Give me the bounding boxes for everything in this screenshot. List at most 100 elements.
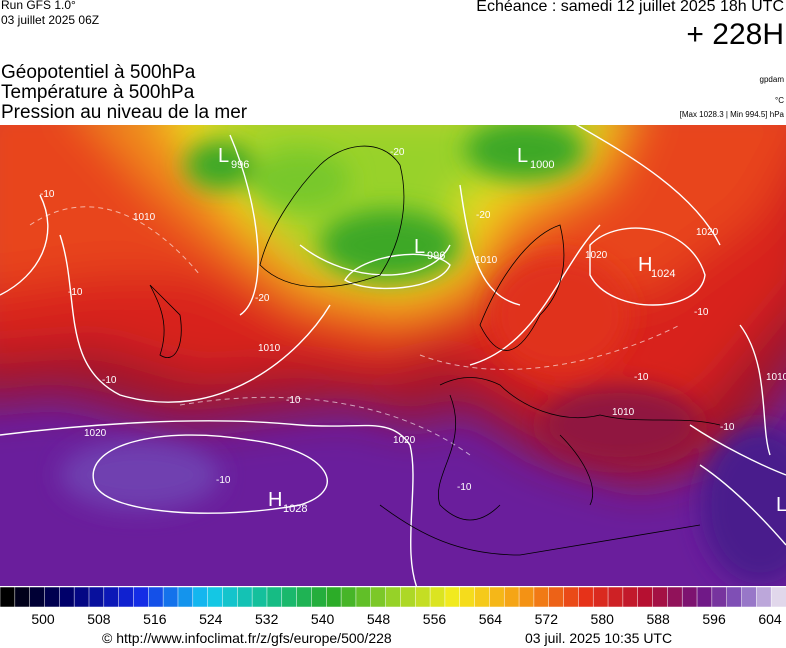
colorbar-swatch: [741, 586, 758, 608]
contour-label: -10: [40, 189, 55, 200]
contour-label: 1010: [475, 255, 498, 266]
colorbar-swatch: [88, 586, 105, 608]
colorbar-label: 516: [143, 611, 167, 627]
colorbar-swatch: [533, 586, 550, 608]
colorbar-label: 580: [591, 611, 615, 627]
colorbar-swatch: [667, 586, 683, 608]
colorbar-swatch: [370, 586, 387, 608]
colorbar-swatch: [548, 586, 565, 608]
colorbar-swatch: [44, 586, 61, 608]
contour-label: -10: [216, 475, 231, 486]
colorbar-swatch: [563, 586, 580, 608]
colorbar-swatch: [726, 586, 743, 608]
center-value: 996: [427, 250, 445, 262]
colorbar-swatch: [592, 586, 609, 608]
colorbar-label: 532: [255, 611, 279, 627]
colorbar-swatch: [148, 586, 164, 608]
center-kind: H: [638, 254, 652, 276]
colorbar: 500 508 516 524 532 540 548 556 564 572 580 588 596 6…: [0, 586, 786, 627]
colorbar-swatch: [162, 586, 179, 608]
colorbar-swatch: [311, 586, 328, 608]
unit: gpdam: [759, 75, 784, 84]
colorbar-swatch: [237, 586, 253, 608]
colorbar-swatch: [711, 586, 728, 608]
lead-time: + 228H: [686, 18, 784, 51]
colorbar-label: 540: [311, 611, 335, 627]
contour-label: -20: [476, 210, 491, 221]
colorbar-swatch: [400, 586, 416, 608]
pressure-range: [Max 1028.3 | Min 994.5] hPa: [679, 110, 784, 119]
colorbar-label: 548: [367, 611, 391, 627]
center-kind: L: [776, 494, 786, 516]
colorbar-swatch: [696, 586, 713, 608]
colorbar-swatch: [414, 586, 431, 608]
colorbar-swatch: [756, 586, 772, 608]
colorbar-swatch: [251, 586, 268, 608]
colorbar-swatch: [578, 586, 594, 608]
colorbar-swatch: [103, 586, 120, 608]
run: Run GFS 1.0°: [1, 0, 76, 12]
colorbar-swatch: [607, 586, 624, 608]
contour-label: 1010: [766, 372, 786, 383]
colorbar-swatch: [652, 586, 669, 608]
colorbar-swatch: [770, 586, 786, 608]
colorbar-swatch: [340, 586, 357, 608]
colorbar-swatch: [385, 586, 402, 608]
contour-label: 1010: [258, 343, 281, 354]
colorbar-label: 500: [31, 611, 55, 627]
colorbar-swatch: [118, 586, 135, 608]
colorbar-label: 508: [87, 611, 111, 627]
run-date: 03 juillet 2025 06Z: [1, 13, 100, 27]
center-value: 996: [231, 159, 249, 171]
center-value: 1000: [530, 159, 554, 171]
center-kind: L: [218, 145, 229, 167]
colorbar-swatch: [207, 586, 224, 608]
colorbar-label: 564: [479, 611, 503, 627]
contour-label: 1020: [585, 250, 608, 261]
field: Pression au niveau de la mer: [1, 102, 248, 123]
colorbar-swatch: [177, 586, 194, 608]
contour-label: -10: [720, 422, 735, 433]
source-url: © http://www.infoclimat.fr/z/gfs/europe/…: [102, 630, 392, 646]
contour-label: 1020: [696, 227, 719, 238]
center-kind: H: [268, 489, 282, 511]
center-value: 1028: [283, 503, 307, 515]
colorbar-swatch: [622, 586, 639, 608]
colorbar-swatch: [222, 586, 239, 608]
colorbar-label: 556: [423, 611, 447, 627]
colorbar-swatch: [0, 586, 16, 608]
colorbar-label: 588: [646, 611, 670, 627]
colorbar-swatch: [474, 586, 491, 608]
colorbar-swatch: [518, 586, 535, 608]
contour-label: 1020: [84, 428, 107, 439]
colorbar-swatch: [355, 586, 372, 608]
colorbar-swatch: [266, 586, 283, 608]
colorbar-swatch: [637, 586, 654, 608]
colorbar-swatch: [429, 586, 446, 608]
colorbar-swatch: [681, 586, 698, 608]
contour-label: -20: [390, 147, 405, 158]
contour-label: 1010: [133, 212, 156, 223]
contour-label: -10: [286, 395, 301, 406]
colorbar-swatch: [444, 586, 461, 608]
colorbar-swatch: [489, 586, 505, 608]
contour-label: -10: [694, 307, 709, 318]
field: Géopotentiel à 500hPa: [1, 62, 196, 83]
colorbar-swatch: [503, 586, 520, 608]
contour-label: 1020: [393, 435, 416, 446]
colorbar-swatch: [59, 586, 75, 608]
colorbar-swatch: [326, 586, 342, 608]
colorbar-swatch: [296, 586, 313, 608]
contour-label: -10: [634, 372, 649, 383]
colorbar-label: 572: [535, 611, 559, 627]
contour-label: -10: [457, 482, 472, 493]
contour-label: -10: [68, 287, 83, 298]
colorbar-swatch: [73, 586, 90, 608]
colorbar-swatch: [459, 586, 476, 608]
center-kind: L: [414, 236, 425, 258]
colorbar-label: 524: [199, 611, 223, 627]
colorbar-label: 604: [758, 611, 782, 627]
generated-time: 03 juil. 2025 10:35 UTC: [525, 630, 673, 646]
contour-label: -20: [255, 293, 270, 304]
